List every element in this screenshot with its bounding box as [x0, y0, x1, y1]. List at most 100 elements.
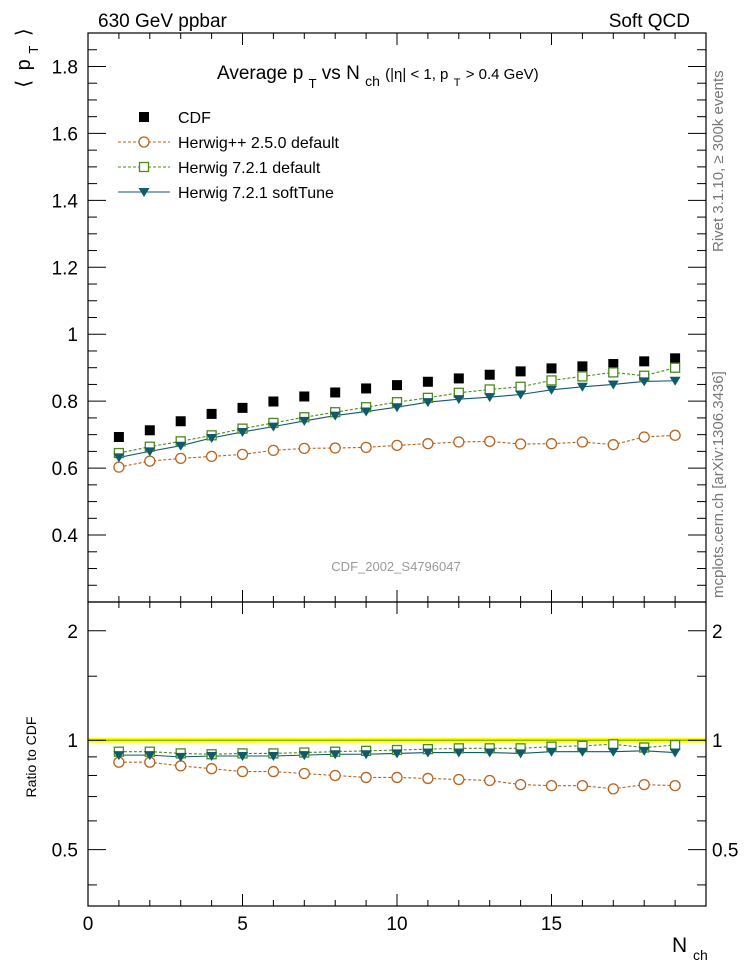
mcplots-label: mcplots.cern.ch [arXiv:1306.3436]: [710, 371, 727, 598]
point-cdf: [206, 408, 217, 419]
point-herwig-7-2-1-default: [577, 371, 588, 382]
x-tick-label: 0: [83, 914, 94, 935]
ratio-tick-label: 1: [67, 731, 78, 752]
ratio-point-herwig-2-5-0-default: [576, 780, 589, 792]
y-axis-title-close: ⟩: [13, 28, 35, 36]
ratio-point-herwig-2-5-0-default: [484, 774, 496, 787]
point-cdf: [175, 416, 186, 427]
y-tick-label: 0.4: [52, 526, 79, 547]
point-herwig-7-2-1-default: [546, 375, 557, 386]
ratio-tick-label: 0.5: [52, 841, 78, 862]
y-tick-label: 1.4: [52, 191, 79, 212]
point-herwig-7-2-1-default: [484, 384, 495, 395]
series-lines: [118, 367, 676, 790]
ratio-tick-label-right: 2: [712, 622, 723, 643]
ratio-point-herwig-7-2-1-softtune: [206, 751, 218, 761]
tick-labels: 0 5 10 15 0.4 0.6 0.8 1 1.2 1.4 1.6 1.8 0.5 0.5 1 1 2 2: [52, 57, 739, 935]
point-herwig-7-2-1-softtune: [669, 376, 681, 386]
y-axis-title-sub: T: [26, 46, 41, 54]
svg-text:⟨ p T ⟩: ⟨ p T ⟩: [13, 28, 43, 87]
y-tick-label: 1.2: [52, 258, 78, 279]
point-herwig-2-5-0-default: [236, 448, 249, 461]
ratio-point-herwig-7-2-1-softtune: [638, 746, 650, 756]
point-herwig-2-5-0-default: [144, 455, 156, 467]
point-herwig-2-5-0-default: [669, 429, 681, 441]
y-axis-title-p: p: [13, 59, 35, 70]
point-herwig-7-2-1-softtune: [391, 403, 403, 413]
ratio-point-herwig-2-5-0-default: [391, 771, 403, 784]
legend-label-herwig-2-5-0-default: Herwig++ 2.5.0 default: [178, 135, 340, 152]
point-herwig-2-5-0-default: [205, 450, 218, 463]
point-cdf: [484, 369, 495, 380]
ratio-point-herwig-7-2-1-softtune: [175, 752, 187, 762]
ratio-point-herwig-2-5-0-default: [669, 780, 681, 792]
ratio-axis-title: Ratio to CDF: [23, 717, 39, 798]
y-tick-label: 0.8: [52, 392, 78, 413]
chart-title: Average p T vs N ch (|η| < 1, p T > 0.4 …: [217, 63, 539, 93]
ratio-panel-frame: [87, 601, 707, 907]
point-herwig-7-2-1-softtune: [206, 433, 218, 443]
analysis-id-label: CDF_2002_S4796047: [331, 559, 460, 574]
legend-label-herwig-7-2-1-default: Herwig 7.2.1 default: [178, 160, 321, 177]
point-herwig-7-2-1-softtune: [144, 447, 156, 457]
point-herwig-2-5-0-default: [391, 439, 403, 452]
ratio-point-herwig-2-5-0-default: [236, 765, 249, 778]
chart-title-mid: vs N: [322, 63, 360, 84]
ratio-point-herwig-7-2-1-softtune: [453, 748, 465, 758]
ratio-point-herwig-2-5-0-default: [205, 763, 218, 775]
point-herwig-7-2-1-default: [669, 362, 681, 373]
point-cdf: [237, 402, 248, 413]
point-cdf: [361, 383, 372, 394]
point-herwig-2-5-0-default: [267, 444, 280, 457]
point-cdf: [268, 396, 279, 407]
series-markers: [113, 353, 681, 795]
point-herwig-7-2-1-softtune: [453, 395, 465, 405]
point-herwig-2-5-0-default: [545, 438, 558, 450]
point-herwig-2-5-0-default: [360, 441, 372, 454]
legend-marker-herwig-7-2-1-softtune: [138, 188, 150, 197]
point-cdf: [670, 353, 681, 364]
ratio-point-herwig-2-5-0-default: [422, 772, 434, 785]
point-herwig-7-2-1-softtune: [360, 407, 372, 417]
x-axis-title-main: N: [672, 934, 687, 957]
point-herwig-7-2-1-softtune: [329, 411, 341, 421]
point-cdf: [392, 380, 402, 391]
point-herwig-2-5-0-default: [638, 431, 650, 443]
point-cdf: [113, 431, 124, 442]
ratio-point-herwig-7-2-1-softtune: [546, 747, 557, 757]
point-cdf: [453, 373, 464, 384]
ratio-point-herwig-2-5-0-default: [360, 771, 372, 784]
point-herwig-7-2-1-softtune: [175, 441, 187, 451]
y-tick-label: 1.6: [52, 124, 78, 145]
x-tick-label: 10: [386, 914, 407, 935]
ratio-point-herwig-2-5-0-default: [545, 780, 558, 792]
point-herwig-2-5-0-default: [514, 438, 527, 450]
ratio-point-herwig-2-5-0-default: [514, 778, 527, 791]
legend-marker-herwig-2-5-0-default: [138, 136, 150, 148]
point-herwig-2-5-0-default: [576, 436, 589, 448]
header-right-label: Soft QCD: [609, 11, 690, 32]
ratio-point-herwig-7-2-1-default: [608, 739, 619, 750]
ratio-point-herwig-2-5-0-default: [638, 778, 650, 791]
point-herwig-2-5-0-default: [484, 435, 496, 447]
y-axis-title-open: ⟨: [13, 80, 35, 88]
chart-title-sub2: ch: [365, 73, 380, 89]
ratio-point-herwig-7-2-1-softtune: [113, 751, 125, 761]
header-left-label: 630 GeV ppbar: [98, 11, 228, 32]
point-cdf: [144, 425, 155, 436]
point-cdf: [577, 361, 588, 372]
point-cdf: [299, 391, 310, 402]
point-cdf: [639, 356, 650, 367]
point-herwig-7-2-1-softtune: [113, 453, 125, 463]
ratio-point-herwig-7-2-1-softtune: [607, 747, 619, 757]
point-herwig-7-2-1-softtune: [638, 377, 650, 387]
ratio-point-herwig-7-2-1-softtune: [391, 749, 403, 759]
ratio-reference-band: [88, 737, 706, 743]
x-axis-title: N ch: [672, 934, 708, 963]
point-herwig-7-2-1-softtune: [298, 416, 310, 426]
ratio-point-herwig-2-5-0-default: [607, 783, 619, 795]
legend-marker-cdf: [139, 112, 149, 122]
ratio-tick-label-right: 0.5: [712, 841, 738, 862]
point-herwig-2-5-0-default: [607, 439, 619, 451]
point-herwig-2-5-0-default: [422, 438, 434, 450]
